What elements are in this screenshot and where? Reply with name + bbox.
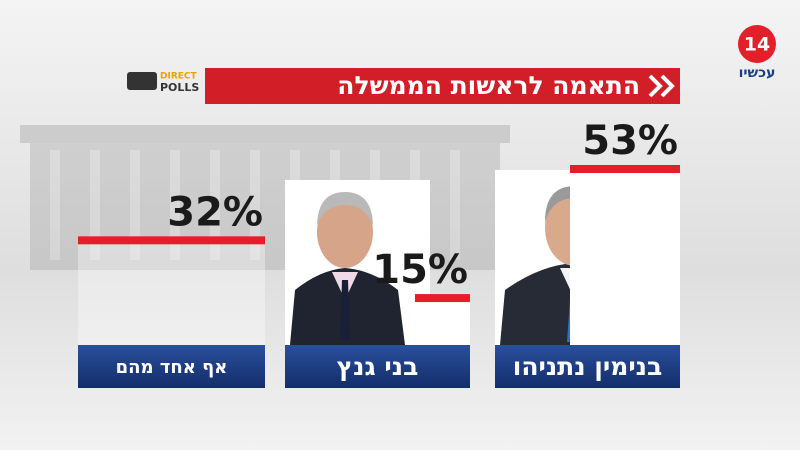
- value-label: 15%: [372, 247, 468, 293]
- value-label: 32%: [167, 189, 263, 235]
- chart-title: התאמה לראשות הממשלה: [337, 71, 640, 100]
- bar-top: [78, 236, 265, 245]
- channel-number: 14: [744, 34, 770, 56]
- bar: [78, 236, 265, 345]
- name-plate: [78, 345, 265, 388]
- channel-logo: [738, 25, 776, 63]
- bar-top: [415, 294, 470, 303]
- category-label: אף אחד מהם: [116, 357, 228, 378]
- category-label: בני גנץ: [337, 352, 419, 381]
- pollster-top: DIRECT: [160, 72, 198, 82]
- bar: [415, 294, 470, 345]
- category-label: בנימין נתניהו: [513, 352, 663, 381]
- bar-top: [570, 165, 680, 173]
- title-bar: [205, 68, 680, 104]
- channel-name: עכשיו: [739, 65, 776, 81]
- name-plate: [495, 345, 680, 388]
- pollster-bottom: POLLS: [160, 81, 199, 94]
- photo-left: [285, 180, 430, 345]
- bar: [570, 165, 680, 345]
- value-label: 53%: [582, 118, 678, 164]
- pollster-icon: [127, 72, 157, 90]
- name-plate: [285, 345, 470, 388]
- title-chevrons: [648, 74, 675, 98]
